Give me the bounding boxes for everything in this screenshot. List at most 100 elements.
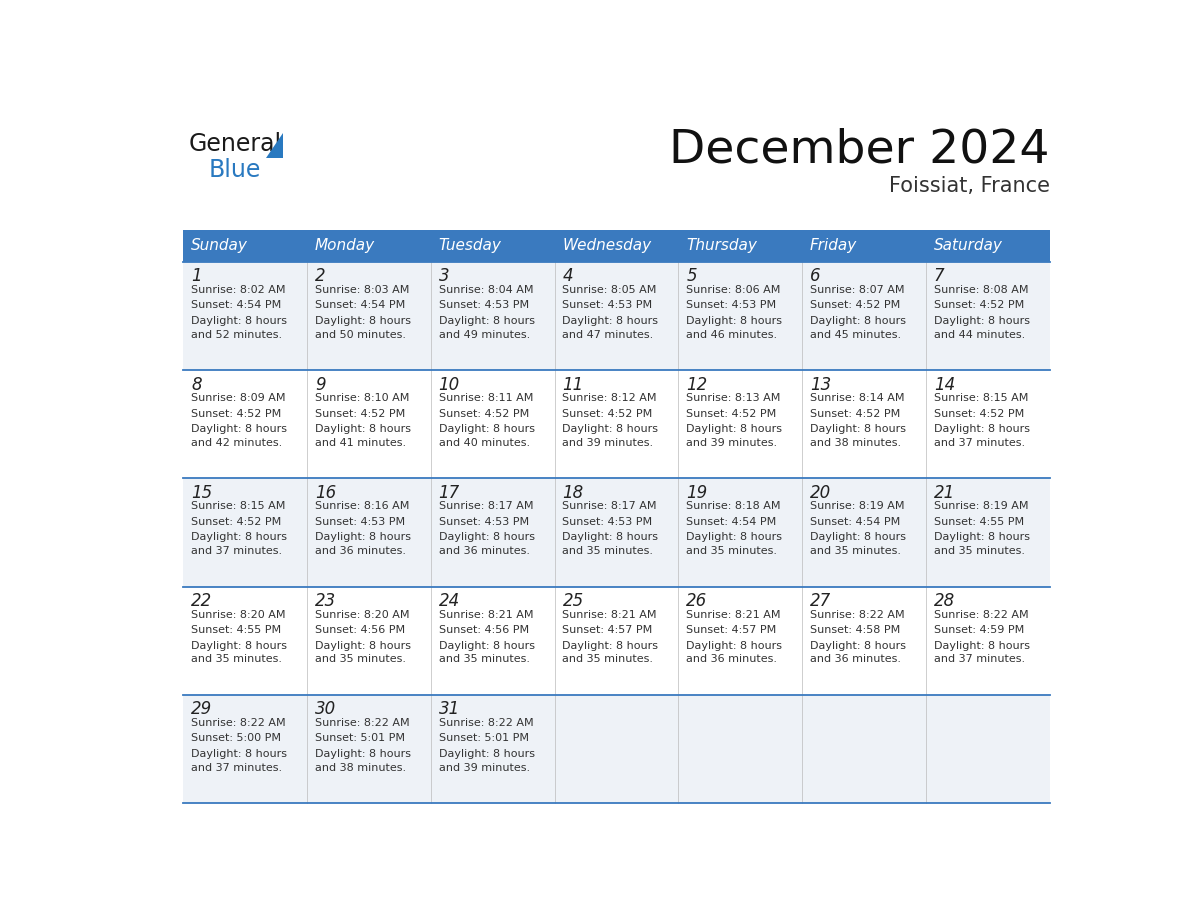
Text: and 45 minutes.: and 45 minutes. [810, 330, 902, 340]
Text: and 39 minutes.: and 39 minutes. [562, 438, 653, 448]
Text: 4: 4 [562, 267, 573, 285]
Text: 15: 15 [191, 484, 213, 502]
Text: 11: 11 [562, 375, 583, 394]
Text: Daylight: 8 hours: Daylight: 8 hours [810, 532, 906, 543]
Text: Daylight: 8 hours: Daylight: 8 hours [191, 641, 287, 651]
Text: Daylight: 8 hours: Daylight: 8 hours [315, 532, 411, 543]
Bar [678, 230, 802, 262]
Text: and 35 minutes.: and 35 minutes. [438, 655, 530, 665]
Text: 6: 6 [810, 267, 821, 285]
Text: Daylight: 8 hours: Daylight: 8 hours [934, 532, 1030, 543]
Text: and 49 minutes.: and 49 minutes. [438, 330, 530, 340]
Bar [927, 230, 1050, 262]
Text: and 36 minutes.: and 36 minutes. [810, 655, 901, 665]
Text: Daylight: 8 hours: Daylight: 8 hours [687, 424, 782, 434]
Text: 24: 24 [438, 592, 460, 610]
Text: Daylight: 8 hours: Daylight: 8 hours [315, 424, 411, 434]
Text: 3: 3 [438, 267, 449, 285]
Text: and 40 minutes.: and 40 minutes. [438, 438, 530, 448]
Text: Sunset: 4:53 PM: Sunset: 4:53 PM [562, 517, 652, 527]
Text: Sunset: 4:59 PM: Sunset: 4:59 PM [934, 625, 1024, 635]
Text: Daylight: 8 hours: Daylight: 8 hours [934, 424, 1030, 434]
Text: and 42 minutes.: and 42 minutes. [191, 438, 283, 448]
Text: and 37 minutes.: and 37 minutes. [934, 655, 1025, 665]
Text: Daylight: 8 hours: Daylight: 8 hours [191, 424, 287, 434]
Text: Sunset: 4:52 PM: Sunset: 4:52 PM [191, 409, 282, 419]
Text: Sunrise: 8:21 AM: Sunrise: 8:21 AM [438, 610, 533, 620]
Text: Sunset: 4:52 PM: Sunset: 4:52 PM [562, 409, 652, 419]
Text: Sunrise: 8:21 AM: Sunrise: 8:21 AM [562, 610, 657, 620]
Text: Daylight: 8 hours: Daylight: 8 hours [191, 749, 287, 759]
Text: Daylight: 8 hours: Daylight: 8 hours [687, 641, 782, 651]
Text: and 35 minutes.: and 35 minutes. [191, 655, 282, 665]
Text: and 50 minutes.: and 50 minutes. [315, 330, 406, 340]
Text: 19: 19 [687, 484, 708, 502]
Text: Sunrise: 8:17 AM: Sunrise: 8:17 AM [562, 501, 657, 511]
Text: 26: 26 [687, 592, 708, 610]
Text: 9: 9 [315, 375, 326, 394]
Text: and 39 minutes.: and 39 minutes. [438, 763, 530, 773]
Text: Sunrise: 8:20 AM: Sunrise: 8:20 AM [191, 610, 285, 620]
Text: and 37 minutes.: and 37 minutes. [934, 438, 1025, 448]
Bar [183, 262, 1050, 370]
Polygon shape [266, 133, 284, 158]
Text: Blue: Blue [209, 158, 261, 182]
Text: Sunset: 4:52 PM: Sunset: 4:52 PM [934, 409, 1024, 419]
Bar [308, 230, 431, 262]
Text: and 38 minutes.: and 38 minutes. [315, 763, 406, 773]
Bar [802, 230, 927, 262]
Text: Sunrise: 8:11 AM: Sunrise: 8:11 AM [438, 393, 533, 403]
Text: Sunday: Sunday [191, 238, 248, 253]
Text: and 35 minutes.: and 35 minutes. [562, 546, 653, 556]
Text: Sunrise: 8:04 AM: Sunrise: 8:04 AM [438, 285, 533, 295]
Text: Sunset: 4:57 PM: Sunset: 4:57 PM [562, 625, 652, 635]
Text: Sunset: 4:57 PM: Sunset: 4:57 PM [687, 625, 777, 635]
Text: and 52 minutes.: and 52 minutes. [191, 330, 283, 340]
Text: and 35 minutes.: and 35 minutes. [562, 655, 653, 665]
Text: and 35 minutes.: and 35 minutes. [315, 655, 406, 665]
Text: 8: 8 [191, 375, 202, 394]
Text: 17: 17 [438, 484, 460, 502]
Text: 27: 27 [810, 592, 832, 610]
Text: 5: 5 [687, 267, 697, 285]
Text: Sunrise: 8:19 AM: Sunrise: 8:19 AM [934, 501, 1029, 511]
Text: Sunrise: 8:15 AM: Sunrise: 8:15 AM [191, 501, 285, 511]
Text: Daylight: 8 hours: Daylight: 8 hours [191, 532, 287, 543]
Text: 1: 1 [191, 267, 202, 285]
Text: 22: 22 [191, 592, 213, 610]
Text: Sunset: 5:00 PM: Sunset: 5:00 PM [191, 733, 282, 744]
Text: and 41 minutes.: and 41 minutes. [315, 438, 406, 448]
Text: December 2024: December 2024 [669, 127, 1050, 172]
Text: and 36 minutes.: and 36 minutes. [687, 655, 777, 665]
Text: 29: 29 [191, 700, 213, 718]
Text: Daylight: 8 hours: Daylight: 8 hours [687, 316, 782, 326]
Text: Sunrise: 8:15 AM: Sunrise: 8:15 AM [934, 393, 1028, 403]
Text: Sunset: 5:01 PM: Sunset: 5:01 PM [438, 733, 529, 744]
Text: Daylight: 8 hours: Daylight: 8 hours [562, 424, 658, 434]
Text: Sunrise: 8:21 AM: Sunrise: 8:21 AM [687, 610, 781, 620]
Text: Sunset: 4:52 PM: Sunset: 4:52 PM [315, 409, 405, 419]
Text: 10: 10 [438, 375, 460, 394]
Text: Monday: Monday [315, 238, 375, 253]
Text: 20: 20 [810, 484, 832, 502]
Text: Daylight: 8 hours: Daylight: 8 hours [810, 316, 906, 326]
Text: Sunset: 4:52 PM: Sunset: 4:52 PM [191, 517, 282, 527]
Text: Daylight: 8 hours: Daylight: 8 hours [562, 316, 658, 326]
Bar [183, 230, 308, 262]
Text: and 44 minutes.: and 44 minutes. [934, 330, 1025, 340]
Text: 28: 28 [934, 592, 955, 610]
Text: and 37 minutes.: and 37 minutes. [191, 546, 283, 556]
Text: Sunset: 4:56 PM: Sunset: 4:56 PM [315, 625, 405, 635]
Text: and 35 minutes.: and 35 minutes. [934, 546, 1025, 556]
Text: Sunset: 4:53 PM: Sunset: 4:53 PM [562, 300, 652, 310]
Text: 21: 21 [934, 484, 955, 502]
Text: Sunrise: 8:12 AM: Sunrise: 8:12 AM [562, 393, 657, 403]
Text: Sunset: 4:54 PM: Sunset: 4:54 PM [191, 300, 282, 310]
Bar [183, 587, 1050, 695]
Text: Saturday: Saturday [934, 238, 1003, 253]
Text: Daylight: 8 hours: Daylight: 8 hours [810, 424, 906, 434]
Text: Daylight: 8 hours: Daylight: 8 hours [934, 316, 1030, 326]
Text: Sunrise: 8:02 AM: Sunrise: 8:02 AM [191, 285, 285, 295]
Text: Daylight: 8 hours: Daylight: 8 hours [315, 641, 411, 651]
Text: Friday: Friday [810, 238, 858, 253]
